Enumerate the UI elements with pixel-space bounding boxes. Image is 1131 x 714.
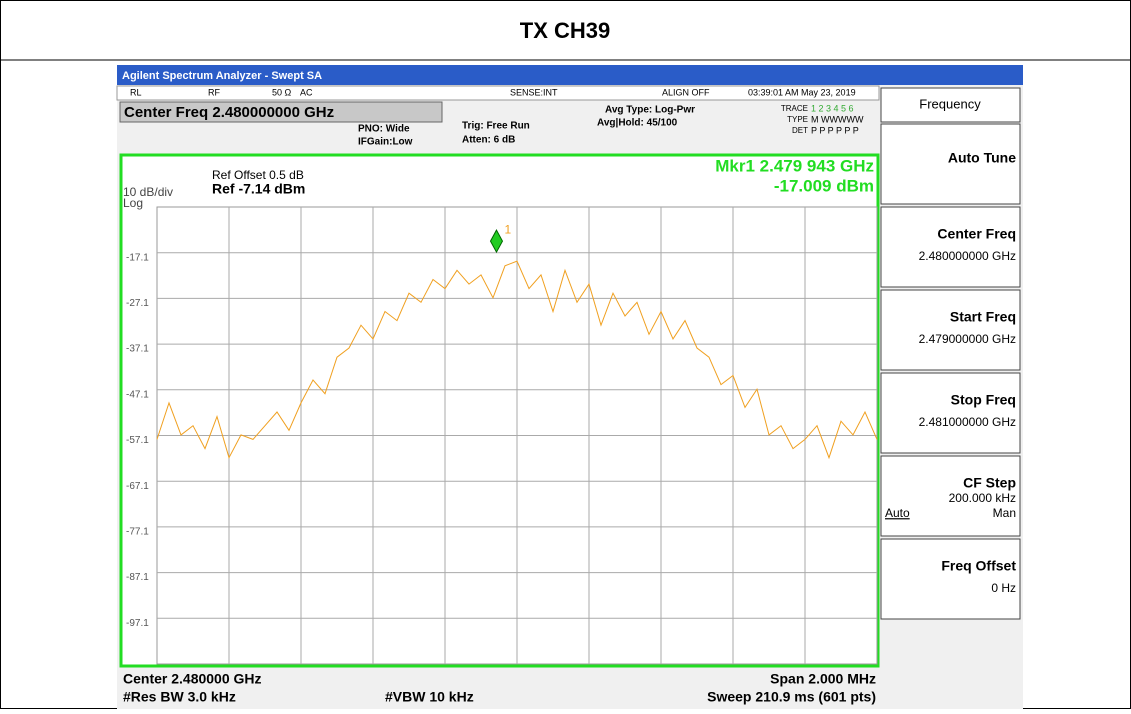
rbw-label: #Res BW 3.0 kHz [123, 689, 236, 705]
marker-value: -17.009 dBm [774, 176, 874, 195]
pno: PNO: Wide [358, 124, 410, 135]
softkey[interactable] [880, 455, 1021, 537]
trace-nums: 1 2 3 4 5 6 [811, 103, 854, 113]
status: RL [130, 87, 142, 97]
softkey[interactable] [880, 538, 1021, 620]
y-tick-label: -27.1 [126, 298, 149, 309]
type: TYPE [787, 115, 808, 124]
softkey-value: 2.481000000 GHz [919, 415, 1016, 429]
softkey-title: Frequency [919, 96, 981, 111]
header-center: Center Freq 2.480000000 GHz [124, 104, 334, 121]
det: DET [792, 126, 808, 135]
avg-hold: Avg|Hold: 45/100 [597, 118, 678, 129]
atten: Atten: 6 dB [462, 135, 515, 146]
trig: Trig: Free Run [462, 121, 530, 132]
y-tick-label: -77.1 [126, 527, 149, 538]
page-title: TX CH39 [520, 18, 610, 43]
window-bar [117, 65, 1023, 85]
softkey[interactable] [880, 289, 1021, 371]
ref-offset: Ref Offset 0.5 dB [212, 168, 304, 182]
marker-label: Mkr1 2.479 943 GHz [715, 156, 874, 175]
center-box [119, 101, 443, 123]
softkeys: Frequency Auto Tune Center Freq 2.480000000… [880, 87, 1021, 620]
softkey-value: 0 Hz [991, 581, 1016, 595]
softkey[interactable] [880, 372, 1021, 454]
marker-id: 1 [504, 222, 511, 236]
softkey-option: Man [993, 506, 1016, 520]
status: RF [208, 87, 220, 97]
y-tick-label: -37.1 [126, 344, 149, 355]
softkey [880, 87, 1021, 123]
plot: -17.1 -27.1 -37.1 -47.1 -57.1 -67.1 -77.1 -87.1… [126, 206, 878, 665]
ifgain: IFGain:Low [358, 137, 413, 148]
softkey-label: Start Freq [950, 309, 1016, 325]
softkey[interactable] [880, 123, 1021, 205]
softkey[interactable] [880, 206, 1021, 288]
ref-level: Ref -7.14 dBm [212, 181, 305, 197]
softkey-label: Auto Tune [948, 150, 1016, 166]
softkey-label: Freq Offset [941, 558, 1016, 574]
vbw-label: #VBW 10 kHz [385, 689, 474, 705]
center-label: Center 2.480000 GHz [123, 671, 262, 687]
scale: 10 dB/div [123, 185, 173, 199]
y-tick-label: -57.1 [126, 435, 149, 446]
y-tick-label: -67.1 [126, 481, 149, 492]
y-tick-label: -87.1 [126, 572, 149, 583]
softkey-value: 2.479000000 GHz [919, 332, 1016, 346]
marker [489, 229, 504, 254]
window-title: Agilent Spectrum Analyzer - Swept SA [122, 70, 322, 82]
trace: TRACE [781, 104, 808, 113]
softkey-label: Stop Freq [951, 392, 1016, 408]
status: SENSE:INT [510, 87, 558, 97]
sweep-label: Sweep 210.9 ms (601 pts) [707, 689, 876, 705]
trace [156, 260, 878, 460]
status: 50 Ω [272, 87, 292, 97]
softkey-value: 200.000 kHz [949, 491, 1016, 505]
status: 03:39:01 AM May 23, 2019 [748, 87, 856, 97]
y-tick-label: -17.1 [126, 252, 149, 263]
y-tick-label: -47.1 [126, 389, 149, 400]
softkey-label: CF Step [963, 475, 1016, 491]
status: AC [300, 87, 313, 97]
y-tick-label: -97.1 [126, 618, 149, 629]
softkey-option: Auto [885, 506, 910, 520]
softkey-label: Center Freq [937, 226, 1016, 242]
status: ALIGN OFF [662, 87, 710, 97]
span-label: Span 2.000 MHz [770, 671, 876, 687]
det-val: P P P P P P [811, 125, 859, 135]
softkey-value: 2.480000000 GHz [919, 249, 1016, 263]
avg-type: Avg Type: Log-Pwr [605, 105, 695, 116]
status-bar [116, 85, 880, 101]
log: Log [123, 196, 143, 210]
type-val: M WWWWW [811, 114, 864, 124]
graph-area [119, 153, 880, 668]
